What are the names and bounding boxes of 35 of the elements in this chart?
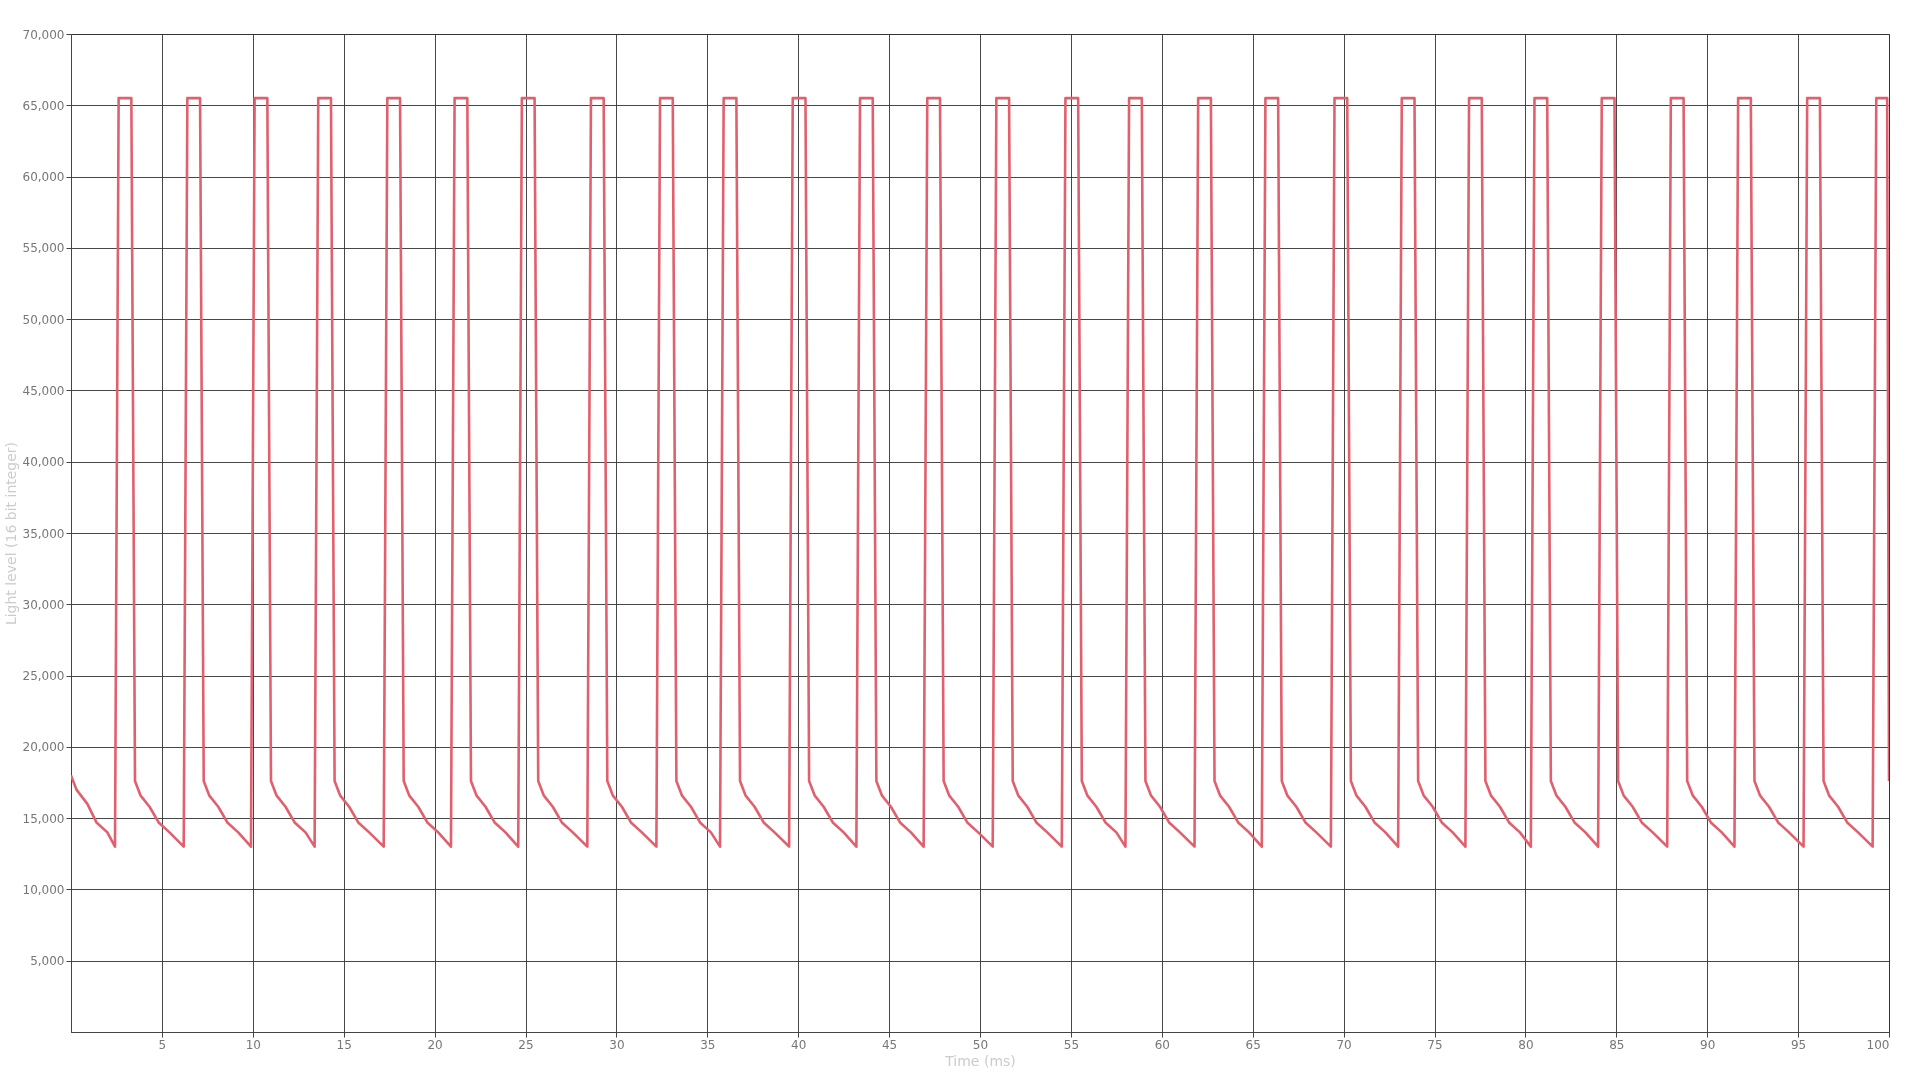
y-tick-label: 25,000 (22, 669, 65, 684)
x-tick-label: 65 (1245, 1037, 1261, 1052)
x-tick-label: 95 (1790, 1037, 1807, 1052)
y-tick-label: 50,000 (22, 312, 65, 327)
y-tick-label: 40,000 (22, 455, 65, 470)
x-tick-label: 35 (700, 1037, 716, 1052)
x-tick-label: 40 (791, 1037, 807, 1052)
x-tick-label: 10 (245, 1037, 261, 1052)
y-tick-label: 30,000 (22, 597, 65, 612)
x-tick-label: 85 (1609, 1037, 1625, 1052)
x-tick-label: 55 (1063, 1037, 1080, 1052)
x-tick-label: 80 (1518, 1037, 1534, 1052)
line-series (71, 96, 1889, 848)
y-tick-label: 45,000 (22, 383, 65, 398)
y-tick-label: 10,000 (22, 882, 65, 897)
y-tick-label: 5,000 (30, 954, 65, 969)
x-tick-label: 20 (427, 1037, 443, 1052)
x-tick-label: 70 (1336, 1037, 1352, 1052)
x-tick-label: 25 (518, 1037, 534, 1052)
y-tick-label: 35,000 (22, 526, 65, 541)
y-tick-label: 60,000 (22, 170, 65, 185)
x-tick-label: 50 (972, 1037, 989, 1052)
x-tick-label: 15 (336, 1037, 352, 1052)
x-tick-label: 60 (1154, 1037, 1170, 1052)
y-tick-label: 20,000 (22, 740, 65, 755)
y-tick-label: 55,000 (22, 241, 65, 256)
y-tick-label: 65,000 (22, 98, 65, 113)
x-tick-label: 30 (609, 1037, 625, 1052)
x-tick-label: 75 (1427, 1037, 1443, 1052)
x-tick-label: 90 (1700, 1037, 1716, 1052)
x-tick-label: 45 (881, 1037, 898, 1052)
y-tick-label: 15,000 (22, 811, 65, 826)
x-tick-label: 5 (158, 1037, 167, 1052)
y-tick-label: 70,000 (22, 27, 65, 42)
x-tick-label: 100 (1866, 1037, 1890, 1052)
